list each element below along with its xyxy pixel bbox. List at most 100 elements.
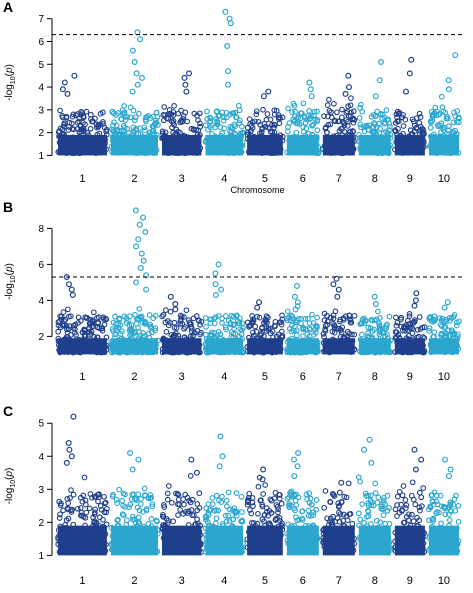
snp-point [341,511,347,518]
y-axis-label: -log10(p) [4,263,17,300]
snp-point [261,512,268,518]
snp-point [298,110,304,116]
snp-point [293,332,300,339]
snp-point [370,129,377,135]
snp-point [357,516,364,523]
chromosome-2-points [108,450,161,556]
snp-point [446,123,452,129]
snp-point [129,516,136,523]
snp-point [331,325,338,332]
snp-point [372,490,379,496]
chromosome-9-points [392,290,428,356]
snp-point [435,123,442,130]
snp-point [345,480,352,487]
peak-snp-point [138,250,145,257]
peak-snp-point [137,36,144,43]
snp-point [328,314,334,321]
snp-density-band [322,134,355,156]
snp-point [371,326,377,333]
snp-point [306,490,313,497]
peak-snp-point [334,293,341,300]
peak-snp-point [188,456,195,463]
snp-point [342,313,349,320]
snp-point [386,313,393,320]
snp-point [171,103,177,109]
peak-snp-point [167,293,174,300]
snp-point [278,319,284,326]
snp-point [299,508,306,514]
snp-point [127,332,133,339]
snp-point [55,328,62,335]
snp-point [88,331,94,337]
snp-point [82,501,89,508]
peak-snp-point [133,279,140,286]
snp-point [121,313,128,320]
peak-snp-point [291,473,298,480]
snp-point [347,129,353,135]
snp-point [437,322,444,328]
snp-point [367,325,374,332]
snp-point [125,317,131,324]
snp-point [314,323,320,330]
y-tick-label: 3 [38,485,44,496]
chromosome-6-points [284,450,321,556]
snp-point [398,323,405,330]
snp-point [402,497,409,503]
x-tick-label-chromosome-2: 2 [131,575,137,587]
snp-point [345,103,351,110]
snp-point [309,122,316,129]
y-tick-label: 7 [38,14,44,25]
snp-point [368,521,374,527]
peak-snp-point [418,456,425,463]
snp-point [303,125,310,132]
snp-density-band [205,525,244,556]
x-tick-label-chromosome-7: 7 [336,173,342,185]
snp-point [197,120,203,127]
snp-point [77,123,84,130]
snp-point [420,126,426,133]
snp-point [437,110,443,117]
snp-point [279,114,286,121]
x-tick-label-chromosome-10: 10 [438,173,450,185]
snp-point [289,322,295,329]
snp-point [153,109,160,116]
snp-point [69,125,76,132]
snp-point [83,108,90,115]
x-tick-label-chromosome-9: 9 [407,371,413,383]
snp-point [208,316,214,323]
snp-point [350,119,357,126]
snp-point [103,128,109,135]
snp-point [67,332,74,338]
snp-point [82,314,89,321]
snp-point [274,503,281,510]
snp-density-band [161,525,202,556]
y-axis-label: -log10(p) [4,64,17,101]
snp-point [309,311,315,318]
panel-c: C -log10(p) 1 2 3 4 5 1 2 3 4 5 6 7 8 9 10 [3,403,462,587]
snp-point [56,515,63,521]
peak-snp-point [59,86,66,93]
snp-point [377,519,384,526]
snp-point [67,495,73,501]
peak-snp-point [256,299,263,306]
snp-point [236,117,243,124]
snp-point [321,310,328,317]
chromosome-9-points [392,56,427,156]
snp-point [293,327,300,334]
snp-point [101,321,108,328]
snp-point [301,114,308,121]
snp-point [149,501,156,507]
peak-snp-point [366,436,373,443]
snp-point [295,316,302,322]
peak-snp-point [411,446,418,453]
snp-point [148,516,155,522]
snp-point [262,482,269,488]
y-tick-label: 4 [38,83,44,94]
peak-snp-point [295,450,302,457]
snp-point [278,500,285,507]
peak-snp-point [131,58,138,65]
snp-point [284,128,291,135]
snp-point [392,120,399,126]
snp-point [328,114,335,121]
snp-density-band [394,134,425,156]
